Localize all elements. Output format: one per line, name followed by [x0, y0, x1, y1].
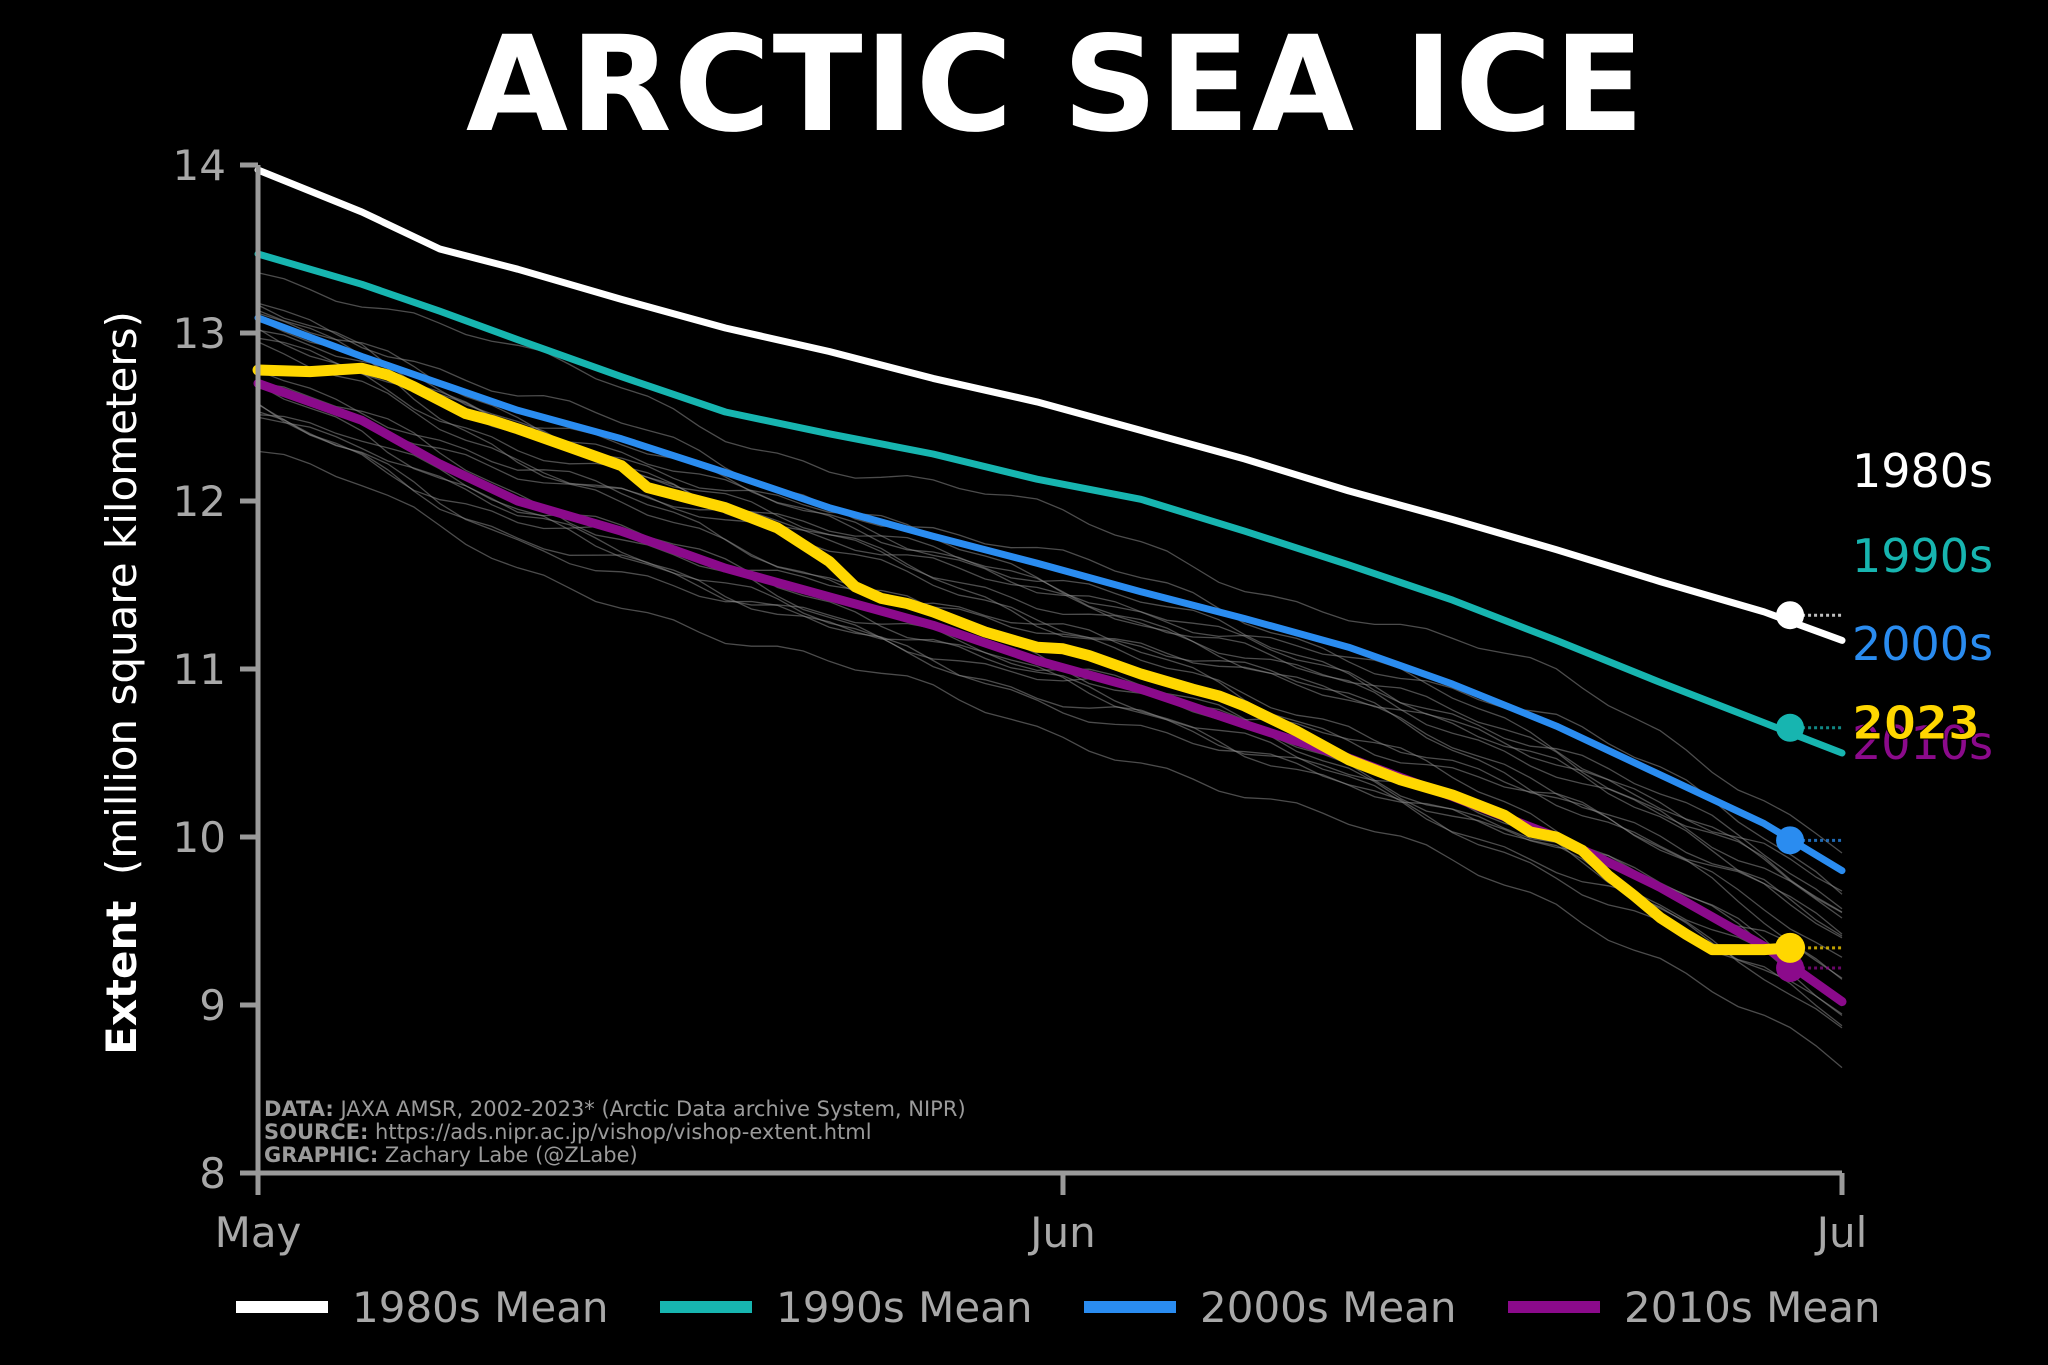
- credits: DATA: JAXA AMSR, 2002-2023* (Arctic Data…: [264, 1097, 966, 1167]
- year-line: [257, 384, 1843, 1007]
- year-line: [257, 302, 1843, 895]
- legend-label: 2000s Mean: [1200, 1283, 1457, 1332]
- series-line-1980s: [254, 166, 1846, 644]
- year-line: [257, 328, 1843, 914]
- series-line-2010s: [253, 378, 1847, 1007]
- credit-heading: DATA:: [264, 1097, 334, 1121]
- year-line: [257, 381, 1843, 958]
- legend-label: 1980s Mean: [352, 1283, 609, 1332]
- end-marker-1980s: [1776, 601, 1805, 630]
- y-tick-label: 14: [173, 141, 226, 190]
- end-marker-2023: [1775, 932, 1806, 963]
- series-line-2023: [252, 362, 1796, 956]
- axes: 8 9 10 11 12 13 14 May Jun Jul: [173, 141, 1868, 1257]
- year-line: [257, 416, 1843, 1029]
- individual-years-lines: [257, 272, 1843, 1069]
- credit-text: JAXA AMSR, 2002-2023* (Arctic Data archi…: [334, 1097, 966, 1121]
- end-label-2000s: 2000s: [1852, 617, 1993, 671]
- credit-text: https://ads.nipr.ac.jp/vishop/vishop-ext…: [368, 1120, 871, 1144]
- year-line: [257, 370, 1843, 980]
- end-marker-2000s: [1776, 826, 1805, 855]
- year-line: [257, 450, 1843, 1069]
- legend: 1980s Mean 1990s Mean 2000s Mean 2010s Mean: [236, 1283, 1881, 1332]
- end-label-2023: 2023: [1852, 696, 1980, 750]
- credit-line: DATA: JAXA AMSR, 2002-2023* (Arctic Data…: [264, 1097, 966, 1121]
- credit-heading: GRAPHIC:: [264, 1143, 378, 1167]
- year-line: [257, 403, 1843, 1015]
- y-tick-label: 8: [199, 1149, 226, 1198]
- legend-label: 1990s Mean: [776, 1283, 1033, 1332]
- credit-line: GRAPHIC: Zachary Labe (@ZLabe): [264, 1143, 638, 1167]
- y-tick-label: 9: [199, 981, 226, 1030]
- end-label-1990s: 1990s: [1852, 529, 1993, 583]
- series-line-2000s: [254, 314, 1846, 875]
- year-line: [257, 319, 1843, 939]
- year-line: [257, 341, 1843, 937]
- y-tick-label: 10: [173, 813, 226, 862]
- credit-heading: SOURCE:: [264, 1120, 368, 1144]
- credit-text: Zachary Labe (@ZLabe): [378, 1143, 637, 1167]
- x-tick-label: May: [215, 1208, 302, 1257]
- end-label-2010s: 2010s: [1852, 716, 1993, 770]
- year-line: [257, 337, 1843, 935]
- series-line-1990s: [254, 250, 1846, 757]
- year-line: [257, 272, 1843, 854]
- end-label-1980s: 1980s: [1852, 444, 1993, 498]
- year-line: [257, 312, 1843, 892]
- year-line: [257, 410, 1843, 1027]
- y-tick-label: 11: [173, 645, 226, 694]
- credit-line: SOURCE: https://ads.nipr.ac.jp/vishop/vi…: [264, 1120, 872, 1144]
- y-tick-label: 12: [173, 477, 226, 526]
- y-tick-label: 13: [173, 309, 226, 358]
- y-axis-label-bold: Extent: [97, 901, 146, 1055]
- svg-text:Extent (million square k: Extent (million square kilometers): [97, 311, 146, 1055]
- end-marker-1990s: [1776, 713, 1805, 742]
- y-axis-label-rest: (million square kilometers): [97, 311, 146, 875]
- year-line: [257, 414, 1843, 1017]
- x-tick-label: Jun: [1027, 1208, 1096, 1257]
- y-axis-label: Extent (million square kilometers): [97, 311, 146, 1055]
- chart-title: ARCTIC SEA ICE: [466, 8, 1646, 162]
- legend-label: 2010s Mean: [1624, 1283, 1881, 1332]
- x-tick-label: Jul: [1814, 1208, 1868, 1257]
